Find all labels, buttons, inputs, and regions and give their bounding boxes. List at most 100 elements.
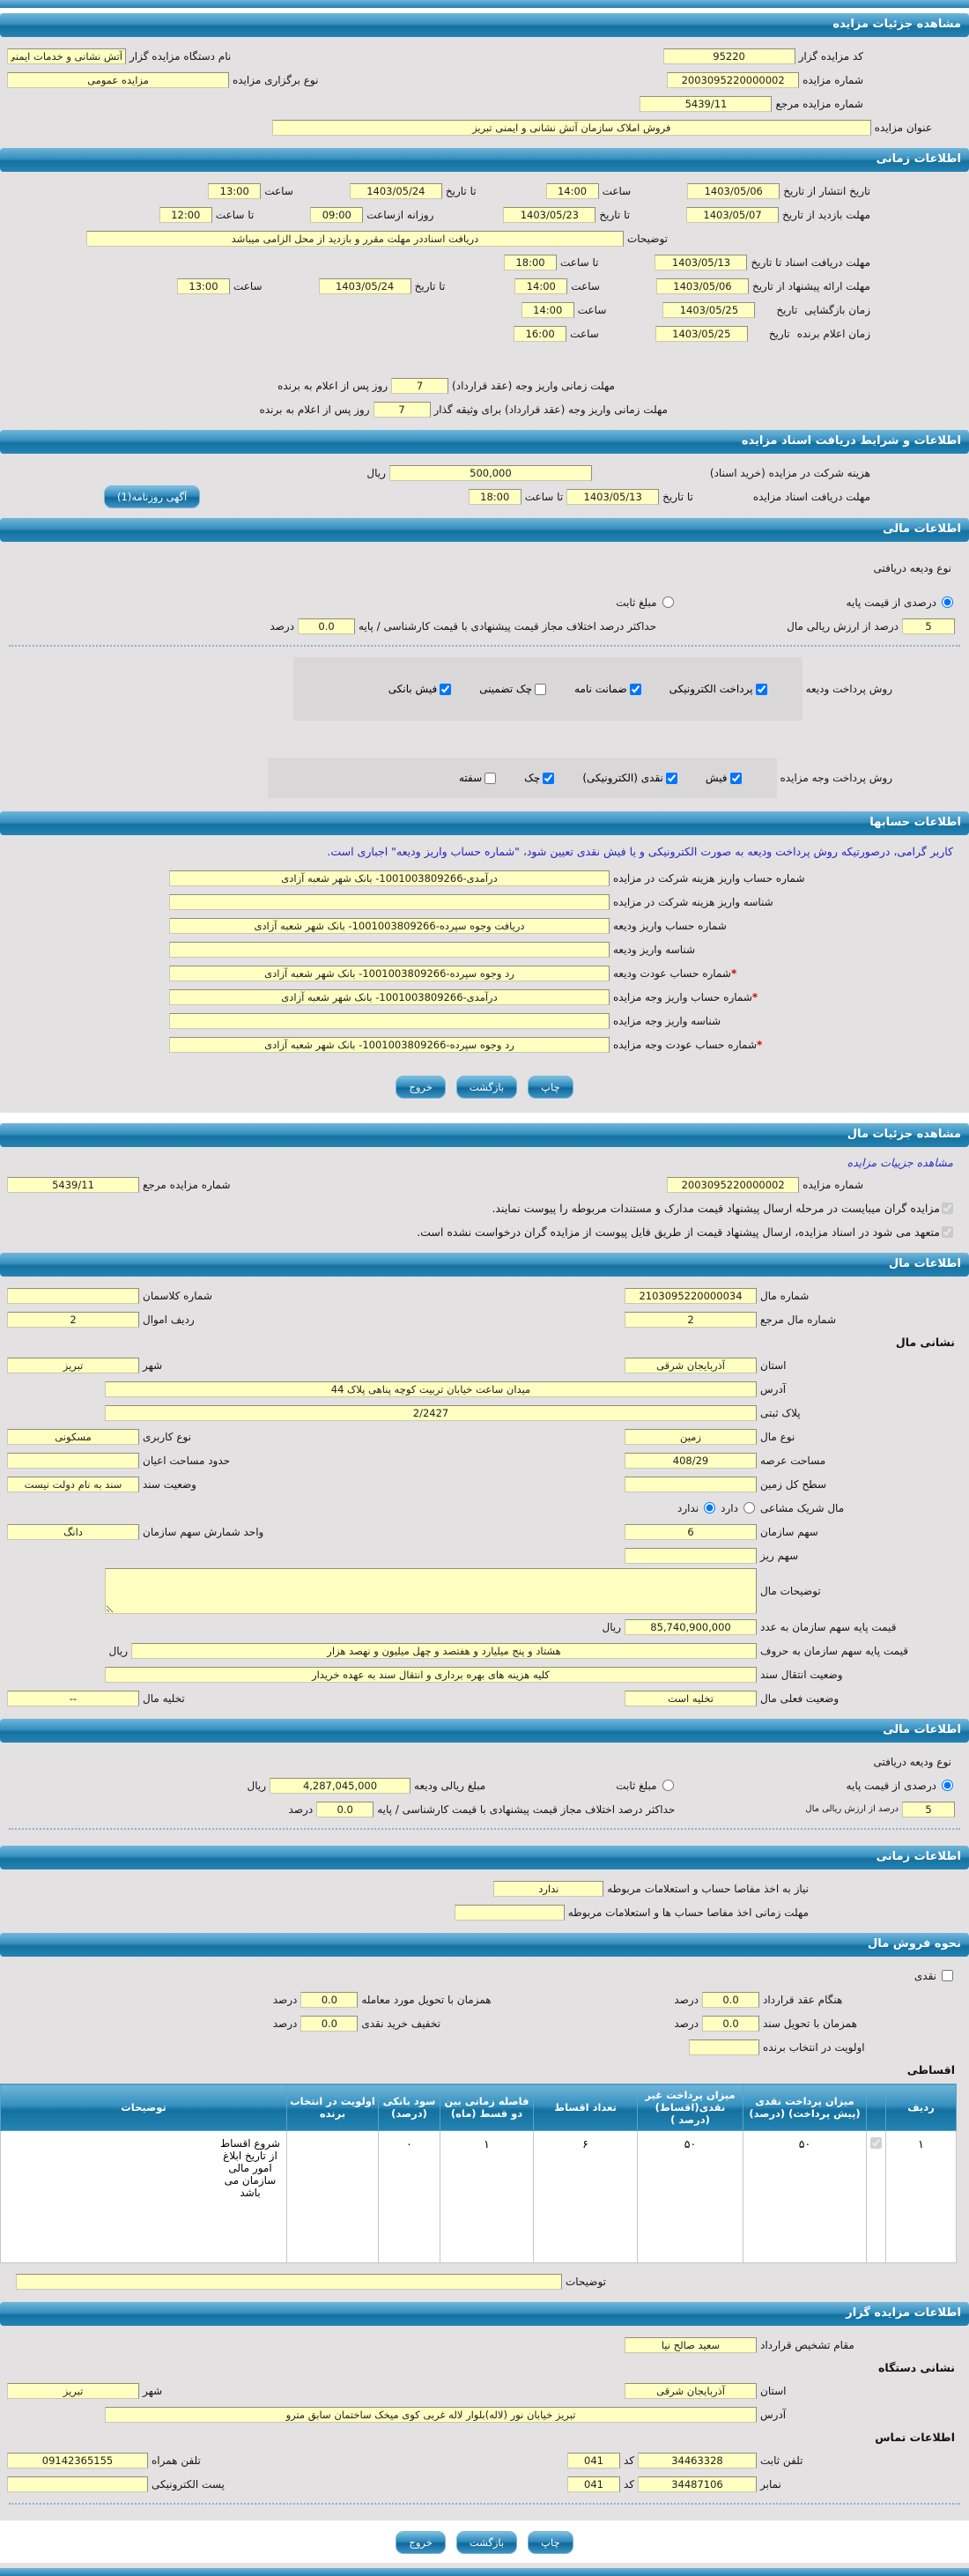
province-field[interactable] bbox=[625, 1357, 757, 1373]
current-status-field[interactable] bbox=[625, 1690, 757, 1706]
asset-row-field[interactable] bbox=[7, 1311, 139, 1328]
clearance-deadline-field[interactable] bbox=[454, 1904, 565, 1921]
newspaper-ad-button[interactable]: آگهی روزنامه(1) bbox=[104, 485, 201, 508]
asset-desc-field[interactable] bbox=[105, 1568, 757, 1614]
auction-number-field[interactable] bbox=[667, 71, 800, 88]
asset-ref-field[interactable] bbox=[625, 1311, 757, 1328]
sale-desc-field[interactable] bbox=[15, 2273, 562, 2290]
guarantee-checkbox[interactable] bbox=[629, 683, 641, 695]
offer-to-field[interactable] bbox=[318, 278, 411, 294]
org-province-field[interactable] bbox=[625, 2382, 757, 2399]
phone-field[interactable] bbox=[638, 2452, 757, 2469]
opening-time-field[interactable] bbox=[521, 301, 574, 318]
opening-date-field[interactable] bbox=[662, 301, 756, 318]
cash-electronic-checkbox[interactable] bbox=[665, 772, 677, 784]
promissory-checkbox[interactable] bbox=[484, 772, 497, 784]
evacuation-field[interactable] bbox=[7, 1690, 139, 1706]
max-diff-field[interactable] bbox=[298, 618, 356, 634]
slip-checkbox[interactable] bbox=[729, 772, 742, 784]
has-partner-radio[interactable] bbox=[743, 1502, 755, 1514]
back-button[interactable]: بازگشت bbox=[455, 2531, 518, 2554]
auction-title-field[interactable] bbox=[271, 119, 871, 136]
publish-from-time-field[interactable] bbox=[545, 182, 599, 199]
mobile-field[interactable] bbox=[7, 2452, 148, 2469]
deposit-percent2-field[interactable] bbox=[902, 1801, 955, 1817]
usage-field[interactable] bbox=[7, 1428, 139, 1445]
back-button[interactable]: بازگشت bbox=[455, 1076, 518, 1099]
at-contract-field[interactable] bbox=[702, 1991, 759, 2008]
deed-transfer-field[interactable] bbox=[105, 1666, 757, 1683]
doc-deadline-date-field[interactable] bbox=[655, 254, 748, 270]
phone-code-field[interactable] bbox=[566, 2452, 620, 2469]
percent-of-base-radio[interactable] bbox=[942, 596, 953, 608]
fixed-amount-radio[interactable] bbox=[662, 596, 674, 608]
doc-receive-time-field[interactable] bbox=[468, 489, 521, 505]
print-button[interactable]: چاپ bbox=[528, 1076, 573, 1099]
deposit-percent-field[interactable] bbox=[902, 618, 955, 634]
offer-to-time-field[interactable] bbox=[176, 278, 230, 294]
exit-button[interactable]: خروج bbox=[396, 2531, 446, 2554]
winner-priority-field[interactable] bbox=[689, 2039, 759, 2055]
deposit-return-account-field[interactable] bbox=[169, 965, 610, 981]
plate-field[interactable] bbox=[105, 1404, 757, 1421]
certified-check-checkbox[interactable] bbox=[535, 683, 547, 695]
visit-from-field[interactable] bbox=[686, 206, 780, 223]
classman-field[interactable] bbox=[7, 1287, 139, 1304]
email-field[interactable] bbox=[7, 2476, 148, 2492]
deed-status-field[interactable] bbox=[7, 1476, 139, 1492]
base-price-words-field[interactable] bbox=[131, 1642, 757, 1659]
asset-type-field[interactable] bbox=[625, 1428, 757, 1445]
org-city-field[interactable] bbox=[7, 2382, 139, 2399]
asset-auction-number-field[interactable] bbox=[667, 1176, 800, 1193]
auction-type-field[interactable] bbox=[7, 71, 229, 88]
cash-sale-checkbox[interactable] bbox=[942, 1970, 953, 1981]
print-button[interactable]: چاپ bbox=[528, 2531, 573, 2554]
org-name-field[interactable] bbox=[7, 48, 126, 64]
area-field[interactable] bbox=[625, 1452, 757, 1469]
winner-date-field[interactable] bbox=[655, 325, 748, 342]
publish-from-field[interactable] bbox=[687, 182, 780, 199]
doc-fee-field[interactable] bbox=[388, 464, 592, 481]
auctioneer-code-field[interactable] bbox=[662, 48, 795, 64]
fee-deposit-account-field[interactable] bbox=[169, 870, 610, 886]
bank-slip-checkbox[interactable] bbox=[440, 683, 452, 695]
offer-from-field[interactable] bbox=[655, 278, 749, 294]
clearance-needed-field[interactable] bbox=[493, 1880, 604, 1897]
percent-of-base2-radio[interactable] bbox=[942, 1780, 953, 1791]
land-area-field[interactable] bbox=[625, 1476, 757, 1492]
contract-authority-field[interactable] bbox=[625, 2336, 757, 2353]
no-partner-radio[interactable] bbox=[704, 1502, 716, 1514]
daily-to-field[interactable] bbox=[159, 206, 212, 223]
view-auction-details-link[interactable]: مشاهده جزییات مزایده bbox=[847, 1156, 953, 1169]
org-address-field[interactable] bbox=[105, 2406, 757, 2423]
winner-time-field[interactable] bbox=[514, 325, 567, 342]
payment-deadline-field[interactable] bbox=[391, 377, 449, 394]
max-diff2-field[interactable] bbox=[316, 1801, 374, 1817]
auction-return-account-field[interactable] bbox=[169, 1036, 610, 1053]
city-field[interactable] bbox=[7, 1357, 139, 1373]
deposit-amount-field[interactable] bbox=[270, 1777, 411, 1794]
cash-discount-field[interactable] bbox=[300, 2015, 359, 2032]
deposit-id-field[interactable] bbox=[169, 941, 610, 958]
deposit-account-field[interactable] bbox=[169, 917, 610, 934]
fax-code-field[interactable] bbox=[566, 2476, 620, 2492]
offer-from-time-field[interactable] bbox=[514, 278, 568, 294]
auction-pay-account-field[interactable] bbox=[169, 988, 610, 1005]
exit-button[interactable]: خروج bbox=[396, 1076, 446, 1099]
doc-deadline-time-field[interactable] bbox=[504, 254, 558, 270]
payment-deadline2-field[interactable] bbox=[373, 401, 431, 418]
doc-receive-date-field[interactable] bbox=[566, 489, 660, 505]
fax-field[interactable] bbox=[638, 2476, 757, 2492]
asset-number-field[interactable] bbox=[625, 1287, 757, 1304]
publish-to-time-field[interactable] bbox=[208, 182, 262, 199]
asset-auction-ref-field[interactable] bbox=[7, 1176, 139, 1193]
share-detail-field[interactable] bbox=[625, 1547, 757, 1564]
address-field[interactable] bbox=[105, 1381, 757, 1397]
check-checkbox[interactable] bbox=[543, 772, 555, 784]
auction-pay-id-field[interactable] bbox=[169, 1012, 610, 1029]
visit-to-field[interactable] bbox=[503, 206, 596, 223]
building-area-field[interactable] bbox=[7, 1452, 139, 1469]
org-share-field[interactable] bbox=[625, 1523, 757, 1540]
time-desc-field[interactable] bbox=[85, 230, 624, 247]
fee-deposit-id-field[interactable] bbox=[169, 893, 610, 910]
